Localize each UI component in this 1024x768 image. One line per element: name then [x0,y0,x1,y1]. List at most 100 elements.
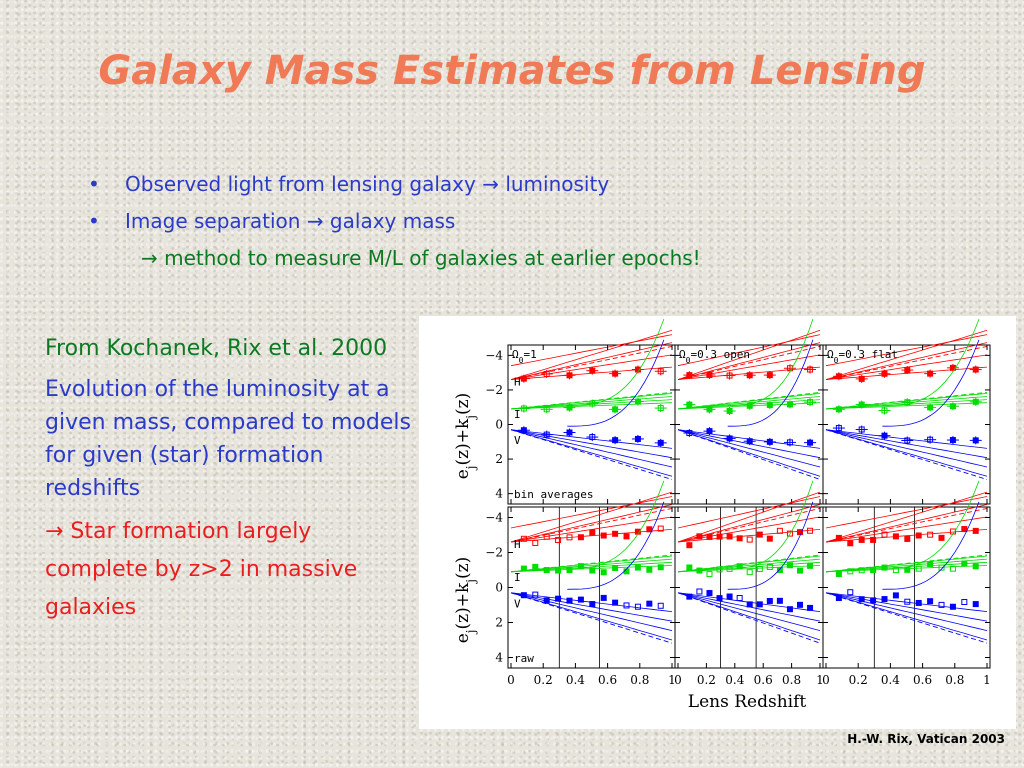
data-point-V [686,593,693,600]
svg-text:ej(z)+kj(z): ej(z)+kj(z) [453,557,478,644]
model-curve-H [677,342,821,380]
x-tick-label: 0.2 [849,673,868,687]
data-point-H [612,530,619,537]
x-tick-label: 0 [507,673,515,687]
data-point-I [686,564,693,571]
model-steep-V [727,339,814,427]
data-point-I [807,562,814,569]
x-tick-label: 0.6 [754,673,773,687]
data-point-V [600,594,607,601]
left-text-column: From Kochanek, Rix et al. 2000 Evolution… [45,332,415,627]
data-point-V [543,597,550,604]
data-point-I [696,567,703,574]
slide-title: Galaxy Mass Estimates from Lensing [98,48,926,94]
data-point-H [847,540,854,547]
x-tick-label: 0.4 [566,673,585,687]
band-label-I: I [514,571,521,584]
data-point-V [520,592,527,599]
model-curve-V [677,592,821,641]
data-point-H [881,531,888,538]
model-steep-V [567,501,665,590]
data-point-I [961,560,968,567]
data-point-H [835,534,842,541]
data-point-V [858,596,865,603]
lensing-figure: ej(z)+kj(z) ej(z)+kj(z) Lens Redshift −4… [419,316,1016,729]
x-tick-label: 0.4 [881,673,900,687]
data-point-V [746,601,753,608]
y-axis-title-end: (z) [453,557,473,579]
data-point-H [696,533,703,540]
band-label-H: H [514,375,521,388]
data-point-I [726,565,733,572]
data-point-V [972,601,979,608]
data-point-I [634,564,641,571]
data-point-V [589,601,596,608]
data-point-I [881,564,888,571]
panel-label: Ω0=1 [512,348,537,365]
model-steep-H [825,334,988,367]
data-point-H [520,535,527,542]
x-tick-label: 0.8 [630,673,649,687]
row-label: bin averages [514,488,593,501]
data-point-V [736,595,743,602]
data-point-I [870,567,877,574]
panel-label: Ω0=0.3 flat [827,348,898,365]
data-point-V [555,595,562,602]
model-curve-H [510,504,673,543]
model-dashed-H [825,507,988,543]
data-point-H [870,536,877,543]
data-point-V [756,601,763,608]
svg-text:ej(z)+kj(z): ej(z)+kj(z) [453,393,478,480]
data-point-I [657,564,664,571]
data-point-V [716,595,723,602]
y-axis-title-e: e [453,633,473,643]
y-tick-label: 0 [495,418,503,432]
data-point-I [706,571,713,578]
data-point-V [847,589,854,596]
data-point-V [612,599,619,606]
model-curve-H [825,366,988,380]
data-point-I [847,568,854,575]
y-axis-title-sub: j [464,415,478,421]
data-point-V [797,601,804,608]
model-curve-V [677,429,821,468]
model-curve-H [510,329,673,380]
data-point-V [870,597,877,604]
data-point-V [696,588,703,595]
data-point-H [726,533,733,540]
data-point-H [686,542,693,549]
data-point-V [577,596,584,603]
y-axis-title-sub: j [464,465,478,471]
y-tick-label: 0 [495,581,503,595]
model-steep-H [825,496,988,529]
model-curve-H [510,491,673,543]
model-curve-V [825,429,988,468]
model-steep-I [882,480,980,569]
model-curve-I [510,396,673,410]
model-curve-H [825,342,988,380]
data-point-I [646,566,653,573]
bullet-item: • Image separation → galaxy mass [88,205,648,242]
data-point-H [706,533,713,540]
y-tick-label: 4 [495,487,503,501]
model-curve-I [677,396,821,410]
data-point-V [949,603,956,610]
model-steep-H [510,496,673,529]
model-curve-V [510,592,673,631]
data-point-I [746,569,753,576]
data-point-I [892,567,899,574]
model-curve-H [677,529,821,543]
data-point-I [797,567,804,574]
model-steep-H [510,334,673,367]
data-point-I [736,563,743,570]
data-point-H [756,531,763,538]
model-dashed-H [510,507,673,543]
model-dashed-I [825,391,988,410]
data-point-I [623,568,630,575]
data-point-V [657,602,664,609]
lensing-figure-svg: ej(z)+kj(z) ej(z)+kj(z) Lens Redshift −4… [453,318,991,712]
model-steep-V [727,501,814,590]
footer-credit: H.-W. Rix, Vatican 2003 [847,732,1005,746]
data-point-I [766,563,773,570]
data-point-V [904,598,911,605]
